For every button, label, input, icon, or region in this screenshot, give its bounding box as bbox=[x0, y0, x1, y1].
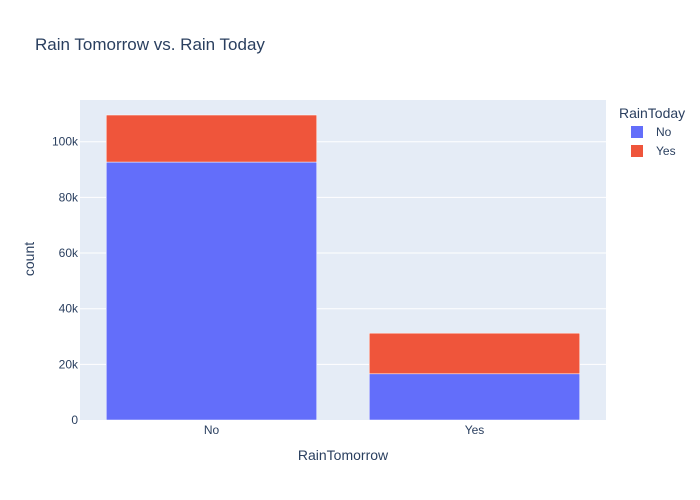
bar-yes-yes bbox=[369, 332, 580, 375]
y-tick-labels: 0 20k 40k 60k 80k 100k bbox=[52, 135, 79, 427]
bar-no-yes bbox=[106, 114, 317, 163]
legend-label: No bbox=[656, 125, 672, 139]
legend-title: RainToday bbox=[619, 105, 685, 121]
bars bbox=[106, 114, 580, 421]
y-tick-label: 0 bbox=[71, 413, 78, 427]
bar-no-no bbox=[106, 161, 317, 421]
legend: RainToday No Yes bbox=[619, 105, 685, 158]
y-tick-label: 60k bbox=[59, 246, 79, 260]
y-tick-label: 20k bbox=[59, 357, 79, 371]
bar-yes-no bbox=[369, 373, 580, 421]
y-tick-label: 40k bbox=[59, 302, 79, 316]
x-tick-label: No bbox=[204, 423, 220, 437]
legend-label: Yes bbox=[656, 144, 676, 158]
x-tick-label: Yes bbox=[465, 423, 485, 437]
legend-swatch-no bbox=[631, 126, 643, 138]
x-tick-labels: No Yes bbox=[204, 423, 484, 437]
legend-swatch-yes bbox=[631, 145, 643, 157]
x-axis-title: RainTomorrow bbox=[298, 447, 389, 463]
y-axis-title: count bbox=[21, 242, 37, 276]
y-tick-label: 80k bbox=[59, 190, 79, 204]
chart-title: Rain Tomorrow vs. Rain Today bbox=[35, 35, 265, 54]
y-tick-label: 100k bbox=[52, 135, 79, 149]
